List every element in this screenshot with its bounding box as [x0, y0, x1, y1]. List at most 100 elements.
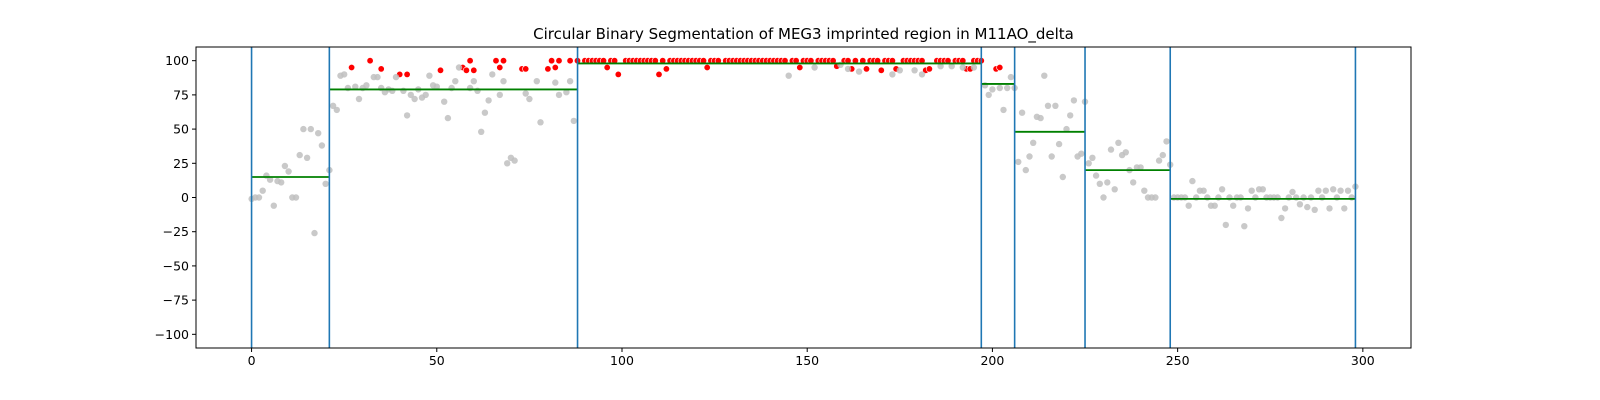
- data-point: [1037, 114, 1044, 122]
- data-point: [533, 78, 540, 85]
- data-point: [1152, 194, 1159, 201]
- y-tick-label: 0: [181, 190, 189, 205]
- y-tick-label: −75: [163, 293, 189, 308]
- data-point: [496, 91, 503, 99]
- data-point: [455, 64, 463, 71]
- highlight-point: [544, 65, 552, 73]
- x-tick-label: 0: [248, 353, 256, 368]
- data-point: [1159, 151, 1167, 159]
- data-point: [292, 194, 300, 201]
- data-point: [341, 71, 348, 78]
- data-point: [1344, 187, 1352, 194]
- data-point: [1130, 179, 1137, 186]
- data-point: [1278, 214, 1285, 222]
- data-point: [970, 64, 978, 71]
- data-point: [485, 97, 492, 104]
- data-point: [1322, 187, 1330, 194]
- breakpoint-lines: [250, 47, 1357, 348]
- data-point: [1259, 186, 1267, 193]
- y-tick-label: 25: [173, 156, 189, 171]
- data-point: [1163, 138, 1170, 145]
- data-point: [522, 90, 529, 97]
- data-point: [481, 109, 489, 116]
- data-point: [1111, 186, 1118, 193]
- data-point: [1059, 173, 1067, 181]
- data-point: [1044, 102, 1052, 110]
- y-tick-label: −25: [163, 224, 189, 239]
- data-point: [1041, 72, 1048, 79]
- highlight-point: [703, 64, 711, 72]
- highlight-point: [662, 65, 670, 73]
- data-point: [1107, 146, 1115, 153]
- y-tick-label: 75: [173, 87, 189, 102]
- data-point: [355, 95, 363, 103]
- data-point: [1341, 205, 1348, 212]
- data-point: [270, 202, 277, 209]
- data-point: [1070, 97, 1078, 104]
- data-point: [1230, 202, 1237, 209]
- data-point: [300, 125, 307, 133]
- data-point: [1063, 125, 1070, 133]
- data-point: [1089, 154, 1096, 161]
- data-point: [959, 64, 966, 71]
- data-point: [1022, 166, 1029, 174]
- data-point: [985, 91, 992, 99]
- data-point: [296, 151, 303, 159]
- data-point: [1296, 201, 1304, 208]
- data-point: [1104, 179, 1111, 186]
- data-point: [785, 72, 792, 79]
- data-point: [1248, 187, 1255, 194]
- data-point: [948, 62, 955, 70]
- data-point: [1115, 139, 1122, 146]
- data-point: [318, 142, 326, 149]
- highlight-point: [796, 64, 804, 72]
- data-point: [989, 86, 996, 93]
- y-tick-label: −100: [155, 327, 189, 342]
- segment-lines: [251, 62, 1356, 200]
- x-tick-label: 50: [429, 353, 445, 368]
- y-tick-label: 50: [173, 122, 189, 137]
- data-point: [255, 194, 263, 201]
- highlight-point: [499, 57, 507, 65]
- y-tick-label: −50: [163, 258, 189, 273]
- data-point: [441, 98, 448, 105]
- data-point: [996, 84, 1003, 92]
- data-point: [1137, 164, 1144, 171]
- data-point: [1052, 102, 1059, 110]
- data-point: [1218, 186, 1226, 193]
- data-point: [1304, 203, 1311, 211]
- data-point: [1048, 153, 1055, 160]
- data-point: [1211, 202, 1218, 209]
- highlight-point: [522, 65, 530, 73]
- highlight-point: [877, 66, 885, 74]
- highlight-point: [403, 70, 411, 78]
- data-point: [1092, 172, 1100, 179]
- data-point: [1141, 187, 1148, 194]
- data-point: [1330, 186, 1337, 193]
- data-point: [1007, 73, 1015, 81]
- data-point: [1185, 202, 1192, 209]
- data-point: [504, 160, 511, 167]
- data-point: [303, 154, 311, 161]
- data-point: [937, 62, 944, 70]
- data-point: [1085, 160, 1092, 167]
- highlight-point: [496, 64, 504, 72]
- data-point: [552, 79, 559, 86]
- data-point: [489, 71, 496, 78]
- data-point: [333, 106, 340, 114]
- data-point: [1337, 187, 1344, 194]
- x-tick-label: 100: [610, 353, 634, 368]
- data-point: [1155, 157, 1163, 164]
- x-tick-label: 150: [795, 353, 819, 368]
- data-point: [266, 176, 274, 183]
- data-point: [911, 67, 918, 74]
- data-point: [374, 73, 381, 81]
- data-point: [1281, 205, 1289, 212]
- data-point: [363, 82, 370, 89]
- data-point: [1078, 150, 1085, 157]
- data-point: [1030, 139, 1037, 146]
- data-point: [307, 125, 314, 133]
- data-point: [1096, 180, 1104, 187]
- highlight-point: [548, 57, 556, 65]
